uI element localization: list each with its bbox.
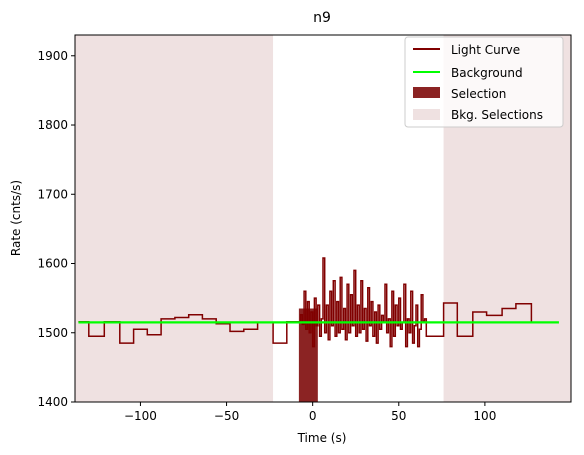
x-tick-label: −50 [214, 409, 239, 423]
legend-box [404, 36, 564, 128]
axis-ticks: −100 −50 0 50 100 1400 1500 1600 1700 1800 1900 [37, 49, 496, 423]
x-tick-label: 0 [309, 409, 317, 423]
x-axis-label: Time (s) [297, 431, 347, 445]
y-tick-label: 1600 [37, 257, 68, 271]
y-axis-label: Rate (cnts/s) [9, 180, 23, 256]
legend-bkg-selections-swatch [413, 109, 440, 120]
x-tick-label: 100 [473, 409, 496, 423]
x-tick-label: 50 [391, 409, 406, 423]
y-tick-label: 1800 [37, 118, 68, 132]
y-tick-label: 1400 [37, 395, 68, 409]
legend-background-label: Background [451, 66, 523, 80]
legend-light-curve-label: Light Curve [451, 43, 520, 57]
legend: Light Curve Background Selection Bkg. Se… [404, 36, 564, 128]
legend-bkg-selections-label: Bkg. Selections [451, 108, 543, 122]
y-tick-label: 1500 [37, 326, 68, 340]
y-tick-label: 1700 [37, 187, 68, 201]
legend-selection-swatch [413, 87, 440, 98]
light-curve-line [78, 257, 533, 348]
bkg-selection-region [75, 35, 274, 402]
y-tick-label: 1900 [37, 49, 68, 63]
chart-title: n9 [313, 10, 331, 26]
legend-selection-label: Selection [451, 87, 506, 101]
x-tick-label: −100 [124, 409, 157, 423]
axes-frame [74, 34, 572, 403]
